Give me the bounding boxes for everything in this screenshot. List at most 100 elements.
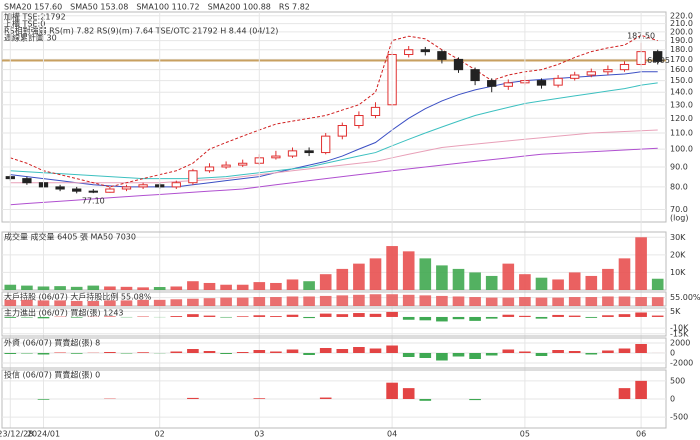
y-tick-label: 150.0 bbox=[670, 76, 693, 85]
bar bbox=[286, 314, 299, 317]
bar bbox=[469, 272, 481, 290]
bar bbox=[568, 297, 581, 306]
candle-body bbox=[653, 51, 663, 62]
panel-title: 成交量 成交量 6405 張 MA50 7030 bbox=[4, 232, 136, 242]
legend-entry: SMA100 110.72 bbox=[136, 3, 199, 12]
bar bbox=[54, 286, 66, 290]
bar bbox=[236, 352, 249, 353]
bar bbox=[4, 284, 17, 290]
bar bbox=[303, 316, 315, 319]
candle-body bbox=[304, 150, 314, 154]
bar bbox=[402, 294, 415, 306]
bar bbox=[568, 272, 581, 290]
info-line: 加權 TSE:21792 bbox=[4, 12, 66, 22]
candle-body bbox=[420, 49, 430, 53]
bar bbox=[319, 348, 332, 353]
bar bbox=[568, 315, 581, 317]
y-tick-label: 500 bbox=[670, 376, 685, 385]
bar bbox=[635, 297, 647, 306]
candle-body bbox=[354, 115, 364, 127]
bar bbox=[535, 353, 548, 356]
panel-frame bbox=[1, 231, 667, 291]
bar bbox=[436, 295, 448, 306]
candle-body bbox=[55, 186, 65, 190]
candle-body bbox=[453, 58, 464, 71]
panel-frame bbox=[1, 307, 667, 337]
panel-title: 週線累計圖 30 bbox=[4, 33, 57, 43]
bar bbox=[485, 297, 498, 306]
bar bbox=[519, 351, 531, 353]
bar bbox=[436, 265, 448, 290]
bar bbox=[386, 246, 398, 290]
bar bbox=[187, 397, 199, 399]
panel-frame bbox=[1, 11, 667, 223]
bar bbox=[220, 316, 232, 318]
bar bbox=[386, 382, 398, 399]
candle-body bbox=[271, 155, 281, 159]
bar bbox=[353, 313, 365, 317]
y-tick-label: 130.0 bbox=[670, 100, 693, 109]
bar bbox=[87, 285, 100, 290]
y-tick-label: 0 bbox=[670, 395, 675, 404]
y-tick-label: 170.0 bbox=[670, 55, 693, 64]
bar bbox=[353, 294, 365, 306]
bar bbox=[535, 277, 548, 290]
price-annotation: 77.10 bbox=[82, 197, 105, 206]
bar bbox=[54, 300, 66, 306]
bar bbox=[436, 316, 448, 322]
bar bbox=[203, 298, 216, 306]
candle-body bbox=[337, 125, 347, 137]
bar bbox=[270, 351, 282, 353]
legend-entry: SMA50 153.08 bbox=[70, 3, 128, 12]
bar bbox=[37, 353, 50, 355]
bar bbox=[70, 300, 83, 306]
bar bbox=[336, 349, 349, 353]
bar bbox=[21, 299, 33, 306]
rs-line: RS相對強弱 RS(m) 7.82 RS(9)(m) 7.64 TSE/OTC … bbox=[4, 26, 278, 36]
y-tick-label: 220.0 bbox=[670, 11, 693, 20]
bar bbox=[137, 287, 149, 290]
y-tick-label: 140.0 bbox=[670, 88, 693, 97]
x-tick-label: 05 bbox=[520, 430, 530, 439]
bar bbox=[220, 297, 232, 306]
bar bbox=[120, 353, 133, 354]
candle-body bbox=[121, 186, 132, 190]
bar bbox=[419, 316, 432, 321]
candle-body bbox=[470, 69, 480, 82]
bar bbox=[104, 286, 116, 290]
bar bbox=[436, 353, 448, 361]
bar bbox=[585, 275, 598, 290]
bar bbox=[270, 297, 282, 306]
bar bbox=[402, 316, 415, 320]
bar bbox=[236, 284, 249, 290]
bar bbox=[485, 353, 498, 356]
bar bbox=[137, 352, 149, 353]
bar bbox=[170, 299, 183, 306]
bar bbox=[485, 275, 498, 290]
bar bbox=[402, 388, 415, 399]
bar bbox=[552, 314, 564, 317]
bar bbox=[236, 297, 249, 306]
bar bbox=[535, 297, 548, 306]
bar bbox=[353, 347, 365, 353]
sma-line bbox=[10, 147, 658, 206]
scale-note: (log) bbox=[670, 214, 688, 223]
bar bbox=[253, 350, 266, 353]
candle-body bbox=[138, 184, 148, 188]
bar bbox=[286, 349, 299, 353]
candle-body bbox=[22, 178, 32, 184]
panel-title: 投信 (06/07) 買賣超(張) 0 bbox=[4, 370, 100, 380]
bar bbox=[552, 279, 564, 290]
bar bbox=[253, 315, 266, 317]
sma-line bbox=[10, 34, 658, 188]
legend-entry: RS 7.82 bbox=[279, 3, 310, 12]
candle-body bbox=[603, 69, 613, 73]
bar bbox=[270, 316, 282, 317]
panel-frame bbox=[1, 291, 667, 307]
bar bbox=[419, 295, 432, 306]
candle-body bbox=[188, 170, 198, 184]
bar bbox=[635, 380, 647, 399]
bar bbox=[585, 316, 598, 318]
